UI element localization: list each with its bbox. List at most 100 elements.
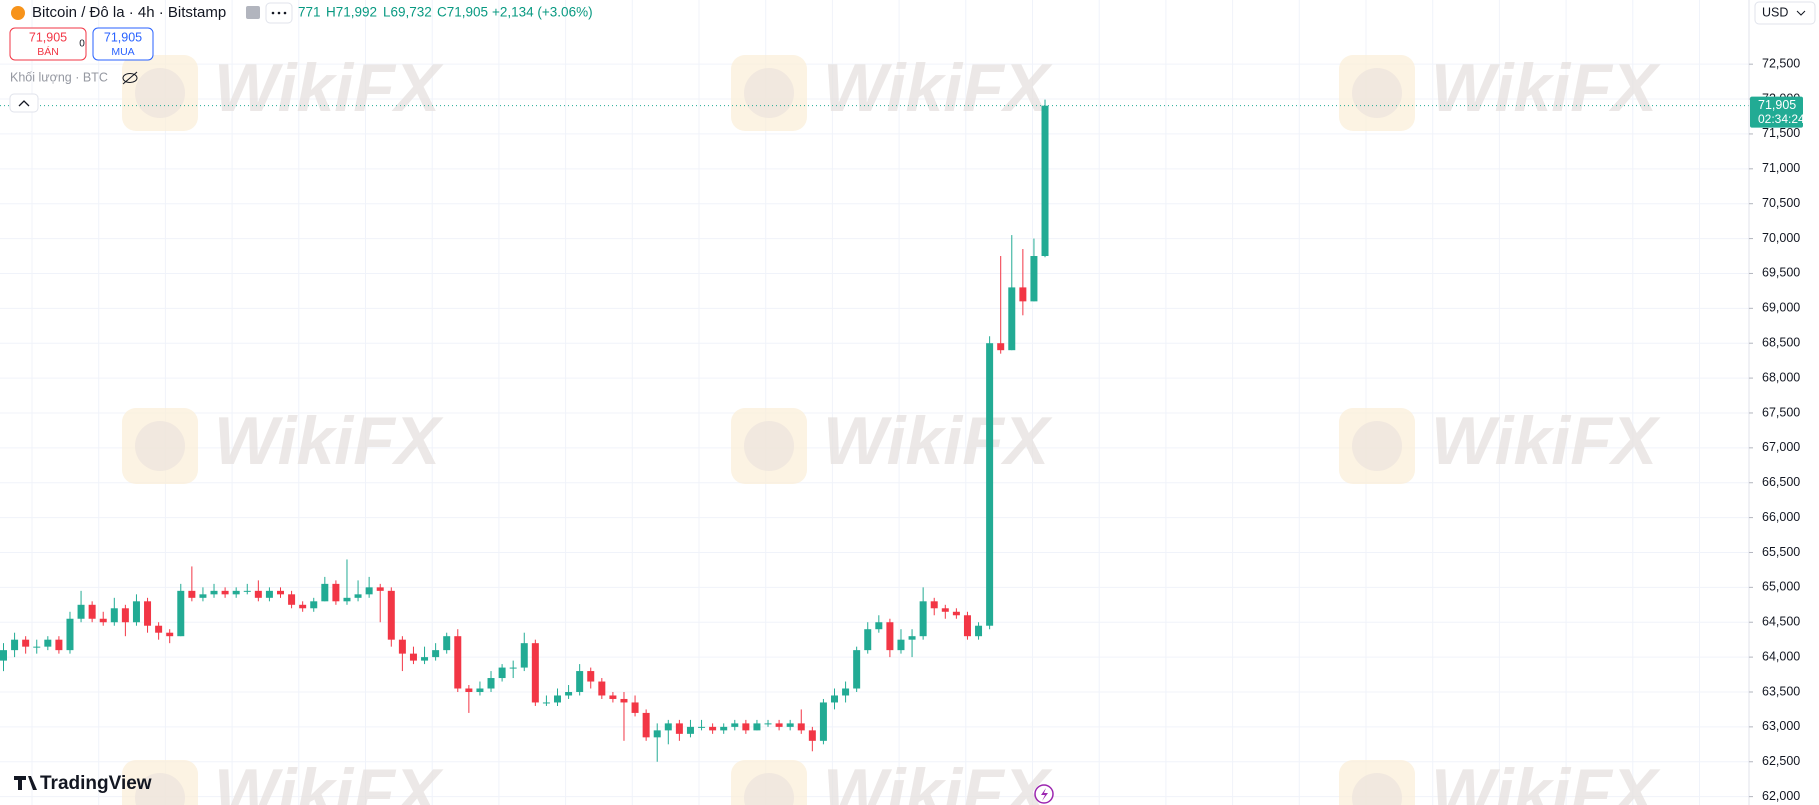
candle-body [199,594,207,598]
brand: TradingView [40,773,152,794]
watermark-logo-mark [1352,773,1402,805]
close-value: C71,905 [437,5,488,20]
y-tick-label: 64,000 [1762,649,1800,663]
candle-body [842,688,850,696]
y-tick-label: 62,500 [1762,754,1800,768]
watermark: WikiFX [1431,755,1661,805]
watermark: WikiFX [823,403,1053,479]
candle-body [110,608,118,623]
y-tick-label: 70,000 [1762,231,1800,245]
candle-body [742,723,750,731]
candle-body [0,650,7,661]
candle-body [886,622,894,651]
y-tick-label: 62,000 [1762,789,1800,803]
candle-body [642,712,650,738]
candle-body [33,646,41,648]
currency-button[interactable] [1754,1,1816,25]
candle-body [764,723,772,725]
price-axis: 62,000 62,500 63,000 63,500 64,000 64,500 65,0… [1749,56,1805,803]
candle-body [487,678,495,689]
candle-body [243,590,251,592]
candle-body [753,723,761,731]
candle-body [531,643,539,703]
eye-icon[interactable] [122,73,138,83]
watermark-logo-mark [1352,421,1402,471]
candle-body [210,590,218,595]
candle-body [554,695,561,703]
watermark-logo-mark [744,68,794,118]
high-value: H71,992 [326,5,377,20]
market-icon [246,6,260,19]
y-tick-label: 66,500 [1762,475,1800,489]
candle-body [598,681,606,696]
y-tick-label: 70,500 [1762,196,1800,210]
watermark-logo-mark [135,421,185,471]
watermark-logo-mark [135,68,185,118]
watermark: WikiFX [823,50,1053,126]
candle-body [221,590,229,595]
candle-body [1041,105,1049,257]
y-tick-label: 71,000 [1762,161,1800,175]
candle-body [963,615,971,637]
chevron-up [18,100,30,107]
candle-body [576,671,584,692]
low-value: L69,732 [383,5,432,20]
candle-body [321,583,329,602]
grid [0,0,1749,805]
y-tick-label: 64,500 [1762,615,1800,629]
candle-body [731,723,739,727]
candle-body [265,590,273,598]
spread: 0 [79,39,85,50]
candle-body [875,622,883,630]
candle-body [542,702,550,704]
candle-body [22,639,30,647]
candle-body [986,343,994,626]
candle-body [465,688,473,692]
y-tick-label: 63,000 [1762,719,1800,733]
candle-body [720,726,728,731]
eye-slash [122,71,138,85]
candle-body [509,667,517,669]
watermark: WikiFX [1431,50,1661,126]
candle-body [498,667,506,679]
candle-body [432,650,440,658]
currency: USD [1762,5,1788,19]
sell-price: 71,905 [29,30,67,44]
symbol: Bitcoin / Đô la · 4h · Bitstamp [32,4,226,21]
candle-body [587,671,595,682]
volume-label: Khối lượng · BTC [10,70,108,84]
candle-body [310,601,318,609]
watermark-logo-mark [1352,68,1402,118]
last-price-box [1750,96,1803,128]
candle-body [819,702,827,741]
candle-body [908,636,916,640]
candle-body [930,601,938,609]
candle-body [454,636,462,689]
candle-body [288,594,296,605]
candle-body [709,726,717,731]
candle-body [398,639,406,654]
y-tick-label: 69,500 [1762,266,1800,280]
candle-body [443,636,451,651]
candle-body [1008,287,1016,351]
sell-button[interactable] [9,27,87,61]
buy-button[interactable] [92,27,154,61]
candle-body [686,726,694,734]
candle-body [232,590,240,595]
candle-body [177,590,185,637]
candle-body [166,632,174,637]
candle-body [476,688,484,692]
collapse-button[interactable] [9,93,39,113]
y-tick-label: 66,000 [1762,510,1800,524]
y-tick-label: 67,500 [1762,405,1800,419]
brand-logo [14,776,37,790]
candle-body [565,691,573,696]
candle-body [952,611,960,616]
candle-body [376,587,384,591]
watermark: WikiFX [214,755,444,805]
candle-body [997,343,1005,351]
candle-body [144,601,152,626]
watermark: WikiFX [823,755,1053,805]
